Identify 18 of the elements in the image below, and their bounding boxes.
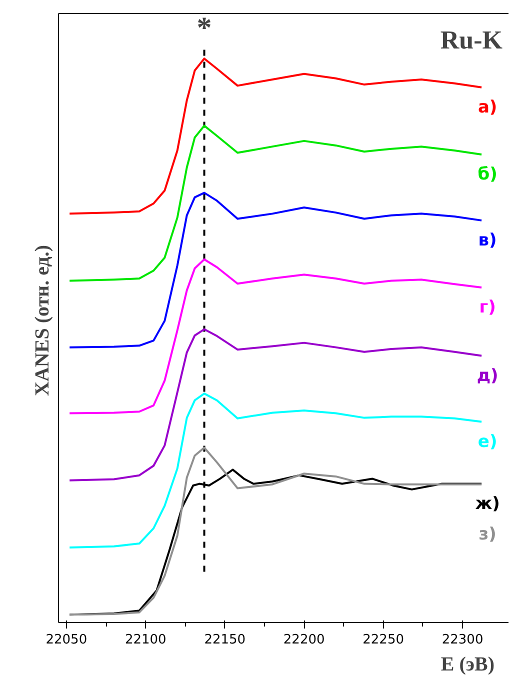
x-axis-title: E (эВ): [440, 654, 495, 676]
series-label: д): [476, 366, 498, 386]
series-label: ж): [475, 494, 500, 514]
series-label: а): [478, 97, 498, 118]
series-label: в): [478, 230, 497, 250]
series-label: е): [478, 432, 498, 452]
series-label: б): [478, 164, 498, 184]
x-tick-label: 22150: [204, 632, 246, 648]
ref-line-label: *: [196, 12, 212, 45]
x-tick-label: 22100: [124, 632, 166, 648]
x-tick-label: 22300: [442, 632, 484, 648]
series-label: г): [479, 298, 496, 318]
x-tick-label: 22050: [46, 632, 88, 648]
x-tick-label: 22250: [362, 632, 404, 648]
y-axis-title: XANES (отн. ед.): [32, 245, 54, 396]
x-tick-label: 22200: [283, 632, 325, 648]
text: Ru-K: [440, 26, 504, 54]
text: з): [478, 524, 496, 544]
